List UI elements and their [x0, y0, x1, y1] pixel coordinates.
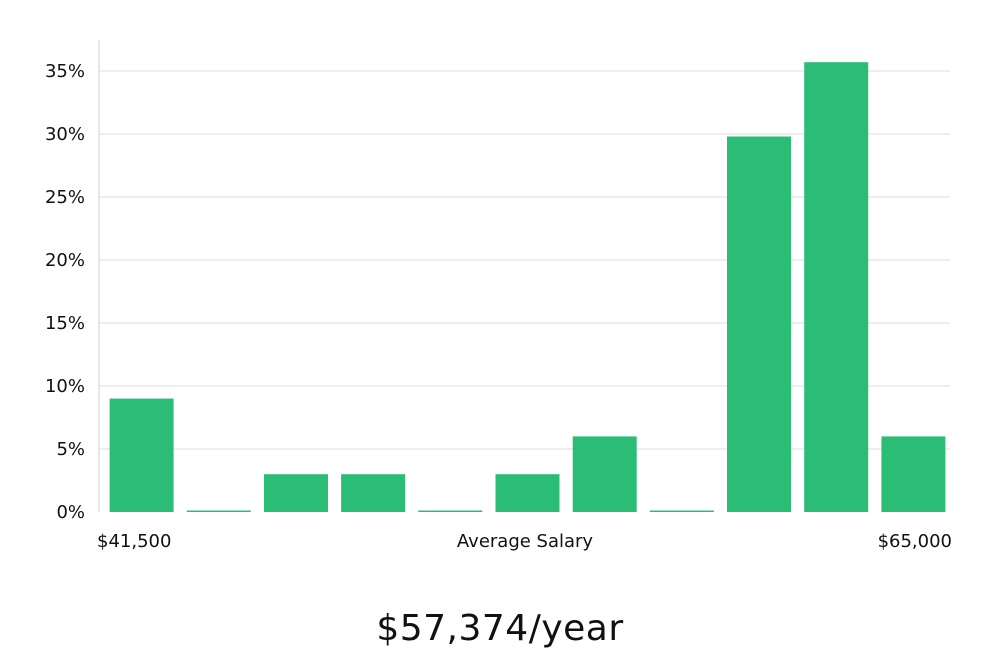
y-tick-label: 30%: [45, 124, 85, 145]
y-tick-labels: 0% 5% 10% 15% 20% 25% 30% 35%: [45, 61, 85, 523]
bar: [804, 62, 869, 512]
x-max-label: $65,000: [878, 531, 952, 552]
bar: [264, 474, 328, 512]
bar: [418, 510, 483, 512]
y-tick-label: 20%: [45, 250, 85, 271]
salary-histogram: 0% 5% 10% 15% 20% 25% 30% 35% $41,500 Average S…: [45, 40, 952, 552]
y-tick-label: 15%: [45, 313, 85, 334]
x-axis-title: Average Salary: [457, 531, 594, 552]
bar: [572, 436, 637, 512]
bars: [109, 62, 946, 512]
y-tick-label: 25%: [45, 187, 85, 208]
y-tick-label: 5%: [56, 439, 85, 460]
x-min-label: $41,500: [97, 531, 171, 552]
bar: [109, 398, 174, 512]
bar: [649, 510, 714, 512]
y-tick-label: 35%: [45, 61, 85, 82]
average-salary-headline: $57,374/year: [376, 608, 624, 649]
y-tick-label: 10%: [45, 376, 85, 397]
bar: [341, 474, 406, 512]
bar: [495, 474, 560, 512]
bar: [881, 436, 946, 512]
y-tick-label: 0%: [56, 502, 85, 523]
grid-lines: [99, 70, 950, 450]
bar: [186, 510, 251, 512]
bar: [727, 136, 791, 512]
